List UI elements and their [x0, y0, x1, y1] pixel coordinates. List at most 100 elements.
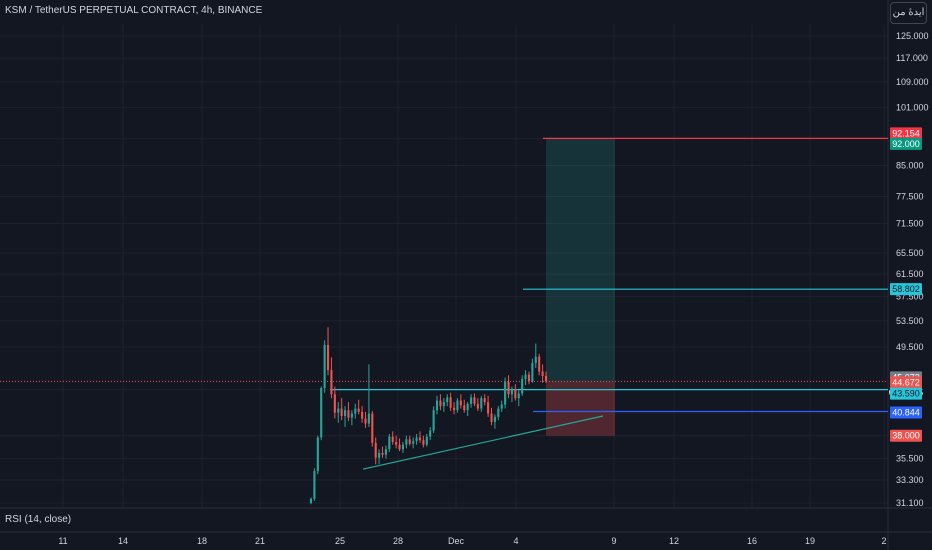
time-tick-label: 2 — [881, 536, 886, 546]
blue-level-badge-text: 40.844 — [892, 408, 920, 418]
candle-body — [538, 356, 541, 372]
candle-body — [480, 398, 483, 409]
candle-body — [432, 410, 435, 431]
candle-body — [412, 441, 415, 444]
time-tick-label: 18 — [197, 536, 207, 546]
candle-body — [374, 442, 377, 458]
candle-body — [408, 439, 411, 444]
candle-body — [354, 408, 357, 414]
price-tick-label: 35.500 — [896, 454, 924, 464]
profit-zone — [546, 138, 615, 382]
candle-body — [309, 498, 313, 503]
candle-body — [507, 381, 510, 395]
time-tick-label: 14 — [118, 536, 128, 546]
candle-body — [456, 400, 459, 411]
rsi-indicator-label[interactable]: RSI (14, close) — [5, 514, 72, 525]
time-tick-label: 21 — [255, 536, 265, 546]
time-tick-label: 28 — [393, 536, 403, 546]
cyan-level-badge-text: 58.802 — [892, 284, 920, 294]
candle-body — [326, 344, 330, 371]
candle-body — [524, 374, 527, 379]
candle-body — [320, 388, 323, 438]
price-tick-label: 49.500 — [896, 342, 924, 352]
price-tick-label: 65.500 — [896, 248, 924, 258]
price-tick-label: 71.500 — [896, 219, 924, 229]
candle-body — [541, 371, 544, 377]
time-tick-label: 19 — [805, 536, 815, 546]
candle-body — [483, 398, 486, 403]
candle-body — [470, 397, 473, 404]
my-ideas-button[interactable]: ایدهٔ من — [890, 2, 927, 24]
candle-body — [514, 389, 517, 399]
candle-body — [357, 408, 360, 412]
candle-body — [544, 376, 548, 382]
price-tick-label: 57.500 — [896, 292, 924, 302]
candle-body — [452, 407, 456, 411]
candle-body — [378, 452, 381, 458]
candle-body — [418, 437, 422, 441]
candle-body — [381, 452, 384, 455]
time-tick-label: 11 — [58, 536, 67, 546]
candle-body — [435, 400, 439, 411]
candle-body — [344, 410, 347, 417]
candle-body — [439, 400, 442, 407]
candle-body — [534, 356, 537, 363]
cyan-level-badge-2 — [890, 387, 922, 400]
candle-body — [388, 436, 391, 450]
time-tick-label: 9 — [611, 536, 616, 546]
candle-body — [476, 403, 479, 409]
symbol-title: KSM / TetherUS PERPETUAL CONTRACT, 4h, B… — [5, 5, 263, 16]
candle-body — [500, 404, 503, 409]
candle-body — [449, 397, 452, 408]
candle-body — [371, 413, 374, 443]
time-tick-label: 12 — [669, 536, 679, 546]
candle-body — [446, 397, 449, 403]
time-tick-label: 4 — [513, 536, 518, 546]
time-tick-label: 16 — [747, 536, 757, 546]
candle-body — [316, 437, 319, 472]
price-tick-label: 117.000 — [896, 53, 928, 63]
candle-body — [473, 397, 476, 404]
target-zone-badge-text: 92.000 — [892, 139, 920, 149]
price-tick-label: 101.000 — [896, 103, 929, 113]
candle-body — [395, 441, 398, 445]
price-tick-label: 33.300 — [896, 475, 924, 485]
candle-body — [405, 439, 408, 445]
candle-body — [527, 374, 531, 382]
cyan-level-badge — [890, 283, 922, 296]
candle-body — [487, 402, 490, 414]
target-price-badge-text: 92.154 — [892, 128, 920, 138]
candle-body — [350, 413, 353, 418]
trendline — [362, 415, 604, 470]
candle-body — [313, 471, 316, 499]
target-zone-badge — [890, 137, 922, 150]
candle-body — [415, 437, 418, 442]
price-tick-label: 125.000 — [896, 31, 929, 41]
candle-body — [459, 400, 462, 406]
candle-body — [364, 418, 367, 424]
candle-body — [361, 411, 364, 419]
candle-body — [337, 408, 340, 413]
candle-body — [521, 378, 524, 394]
candle-body — [493, 416, 496, 422]
candle-body — [391, 436, 394, 442]
price-tick-label: 109.000 — [896, 77, 929, 87]
current-price-text: 44.672 — [892, 377, 920, 387]
candle-body — [442, 402, 445, 407]
candle-body — [497, 408, 500, 417]
time-tick-label: Dec — [448, 536, 465, 546]
candle-body — [504, 381, 507, 405]
candle-body — [425, 436, 428, 445]
cyan-level-badge-2-text: 43.590 — [892, 389, 920, 399]
candle-body — [401, 444, 405, 450]
time-tick-label: 25 — [335, 536, 345, 546]
candle-body — [330, 370, 333, 395]
candle-body — [490, 413, 493, 422]
candle-body — [429, 430, 432, 437]
candle-body — [323, 344, 326, 389]
target-price-badge — [890, 127, 922, 140]
stop-price-badge-text: 38.000 — [892, 431, 920, 441]
candle-body — [347, 410, 350, 418]
blue-level-badge — [890, 406, 922, 419]
